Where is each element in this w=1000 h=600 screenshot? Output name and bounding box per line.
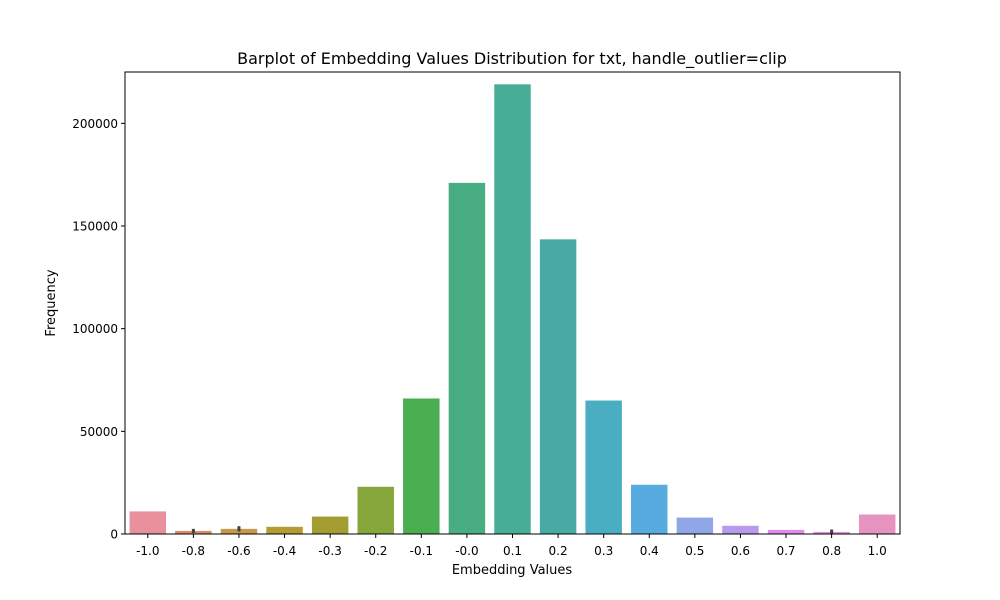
bar-0.6 [722, 525, 759, 534]
bar-1.0 [858, 514, 896, 534]
x-tick-label: -0.3 [318, 544, 341, 558]
x-tick-label: 1.0 [868, 544, 887, 558]
x-tick-label: -0.0 [455, 544, 478, 558]
error-bars-group [191, 526, 834, 534]
bar-0.5 [676, 517, 714, 534]
bar-0.4 [631, 484, 668, 534]
y-axis-label: Frequency [44, 269, 59, 336]
x-tick-label: -1.0 [136, 544, 159, 558]
x-tick-label: -0.1 [410, 544, 433, 558]
bar-0.1 [494, 84, 531, 534]
y-tick-label: 200000 [72, 117, 118, 131]
y-axis: 0 50000 100000 150000 200000 [72, 117, 125, 542]
x-tick-label: -0.6 [227, 544, 250, 558]
x-tick-label: 0.8 [822, 544, 841, 558]
bar--0.4 [266, 526, 303, 534]
x-axis-label: Embedding Values [452, 563, 573, 578]
bar--0.2 [357, 486, 394, 534]
bars-group [129, 84, 896, 534]
x-tick-label: -0.2 [364, 544, 387, 558]
bar--0.1 [403, 398, 440, 534]
x-tick-label: 0.5 [685, 544, 704, 558]
x-tick-label: 0.6 [731, 544, 750, 558]
x-tick-label: -0.8 [182, 544, 205, 558]
chart-title: Barplot of Embedding Values Distribution… [237, 49, 787, 69]
x-axis: -1.0 -0.8 -0.6 -0.4 -0.3 -0.2 -0.1 -0.0 0.1 0.2 0.… [136, 534, 887, 558]
y-tick-label: 100000 [72, 322, 118, 336]
x-tick-label: 0.3 [594, 544, 613, 558]
x-tick-label: 0.2 [549, 544, 568, 558]
y-tick-label: 150000 [72, 220, 118, 234]
x-tick-label: 0.7 [776, 544, 795, 558]
bar--0.3 [311, 516, 349, 534]
bar-0.3 [585, 400, 622, 534]
x-tick-label: 0.1 [503, 544, 522, 558]
bar-0.2 [539, 239, 577, 534]
bar--0.0 [448, 182, 486, 534]
y-tick-label: 0 [110, 528, 118, 542]
bar--1.0 [129, 511, 167, 534]
y-tick-label: 50000 [80, 425, 118, 439]
x-tick-label: 0.4 [640, 544, 659, 558]
bar-0.7 [767, 529, 805, 534]
x-tick-label: -0.4 [273, 544, 296, 558]
